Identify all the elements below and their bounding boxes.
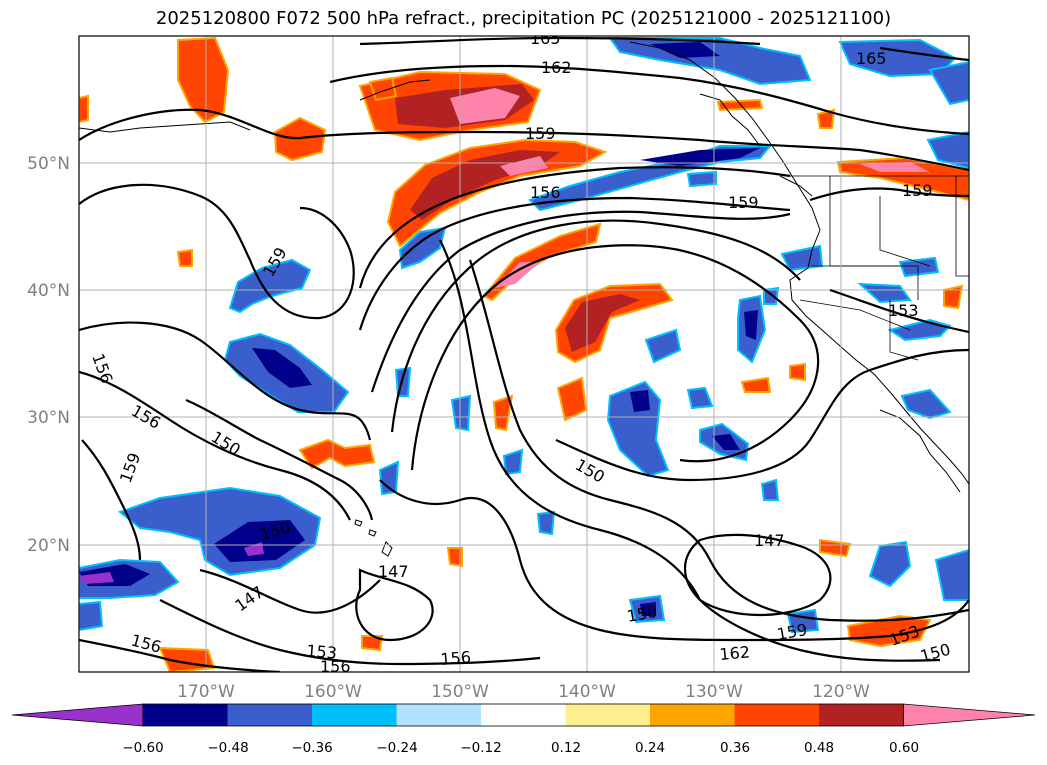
contour-label: 153: [888, 301, 919, 320]
contour-label: 153: [306, 641, 338, 663]
contour-label: 159: [728, 193, 759, 212]
contour-label: 162: [719, 642, 751, 664]
colorbar-swatch: [227, 704, 313, 726]
contour-label: 156: [129, 631, 163, 657]
contour-label: 150: [918, 640, 952, 666]
contour-label: 156: [320, 657, 351, 676]
contour-label: 150: [208, 427, 244, 459]
latitude-labels: 50°N 40°N 30°N 20°N: [27, 154, 70, 556]
colorbar-tick-label: −0.24: [376, 740, 417, 756]
colorbar: [11, 703, 1036, 727]
colorbar-tick-label: 0.48: [804, 740, 834, 756]
contour-label: 150: [625, 602, 658, 626]
colorbar-swatch: [650, 704, 735, 726]
colorbar-tick-label: −0.48: [207, 740, 248, 756]
colorbar-tick-label: 0.24: [635, 740, 665, 756]
colorbar-extend-low: [11, 703, 144, 727]
lon-label: 140°W: [558, 682, 616, 702]
lat-label: 40°N: [27, 281, 70, 301]
lon-label: 130°W: [685, 682, 743, 702]
map-frame: [78, 35, 970, 673]
colorbar-tick-label: −0.60: [122, 740, 163, 756]
longitude-labels: 170°W 160°W 150°W 140°W 130°W 120°W: [177, 682, 870, 702]
colorbar-tick-label: 0.12: [551, 740, 581, 756]
contour-label: 147: [754, 531, 785, 550]
colorbar-swatch: [481, 704, 566, 726]
contour-label: 162: [541, 58, 572, 77]
colorbar-swatch: [143, 704, 228, 726]
map-title: 2025120800 F072 500 hPa refract., precip…: [155, 8, 892, 29]
contour-label: 165: [530, 29, 561, 48]
colorbar-swatch: [565, 704, 651, 726]
lat-label: 30°N: [27, 408, 70, 428]
colorbar-swatch: [396, 704, 482, 726]
colorbar-outline: [142, 703, 904, 727]
lat-label: 20°N: [27, 536, 70, 556]
boundaries: [790, 175, 969, 361]
contour-label: 159: [525, 124, 556, 143]
colorbar-swatch: [819, 704, 904, 726]
lat-label: 50°N: [27, 154, 70, 174]
colorbar-extend-high: [903, 703, 1036, 727]
colorbar-tick-label: 0.36: [720, 740, 750, 756]
refractivity-contours: [79, 36, 969, 672]
contour-label: 156: [88, 351, 116, 386]
colorbar-tick-label: −0.36: [291, 740, 332, 756]
lon-label: 170°W: [177, 682, 235, 702]
contour-label: 156: [440, 647, 472, 669]
contour-label: 156: [128, 401, 164, 433]
lon-label: 160°W: [304, 682, 362, 702]
contour-label: 159: [116, 450, 144, 485]
contour-label: 147: [378, 562, 409, 581]
negative-pc-areas: [79, 37, 969, 634]
colorbar-swatch: [312, 704, 397, 726]
colorbar-tick-label: −0.12: [460, 740, 501, 756]
positive-pc-areas: [79, 36, 969, 672]
colorbar-swatch: [734, 704, 820, 726]
contour-label: 165: [856, 49, 887, 68]
lon-label: 150°W: [431, 682, 489, 702]
contour-label: 147: [231, 582, 267, 615]
lon-label: 120°W: [812, 682, 870, 702]
colorbar-tick-labels: −0.60 −0.48 −0.36 −0.24 −0.12 0.12 0.24 …: [122, 740, 919, 756]
contour-label: 159: [902, 181, 933, 200]
contour-label: 156: [530, 183, 561, 202]
colorbar-tick-label: 0.60: [889, 740, 919, 756]
